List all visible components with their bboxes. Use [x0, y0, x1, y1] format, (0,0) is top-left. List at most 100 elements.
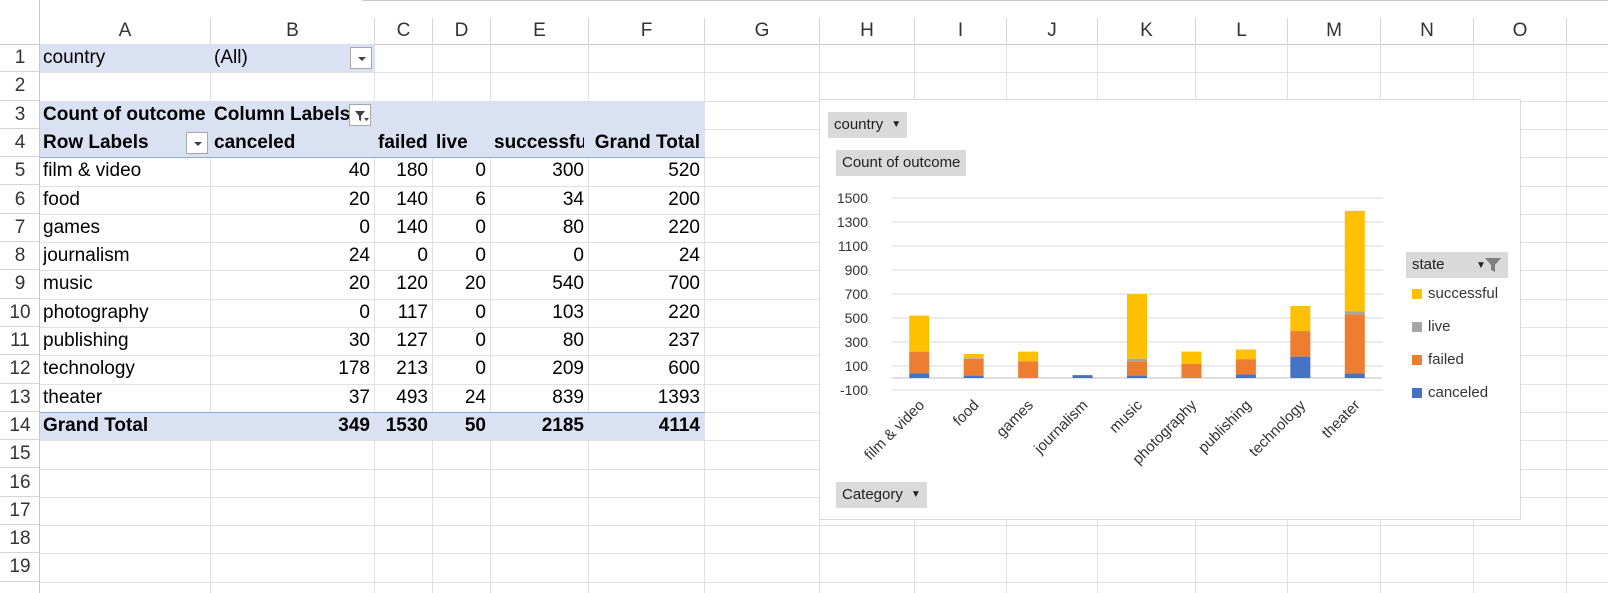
column-header-c[interactable]: C — [375, 18, 433, 44]
value-cell[interactable]: 0 — [359, 301, 370, 323]
value-cell[interactable]: 24 — [464, 386, 486, 408]
column-header-i[interactable]: I — [915, 18, 1007, 44]
grand-total-value[interactable]: 4114 — [658, 414, 700, 436]
row-label[interactable]: publishing — [43, 330, 129, 351]
value-cell[interactable]: 493 — [396, 386, 428, 408]
value-cell[interactable]: 0 — [475, 245, 486, 267]
value-cell[interactable]: 80 — [562, 216, 584, 238]
row-label[interactable]: food — [43, 188, 80, 210]
column-header-o[interactable]: O — [1474, 18, 1567, 44]
row-label[interactable]: journalism — [43, 245, 130, 267]
column-header-live[interactable]: live — [436, 131, 468, 153]
value-cell[interactable]: 117 — [397, 301, 428, 323]
column-header-b[interactable]: B — [211, 18, 375, 44]
row-header-1[interactable]: 1 — [0, 44, 40, 73]
country-filter-button[interactable]: country ▼ — [828, 112, 908, 138]
row-header-7[interactable]: 7 — [0, 214, 40, 243]
column-labels-filter-dropdown[interactable] — [349, 103, 371, 126]
select-all-corner[interactable] — [0, 0, 40, 44]
row-header-4[interactable]: 4 — [0, 129, 40, 158]
column-header-k[interactable]: K — [1098, 18, 1196, 44]
column-header-l[interactable]: L — [1196, 18, 1288, 44]
grand-total-value[interactable]: 349 — [338, 414, 370, 436]
column-header-d[interactable]: D — [433, 18, 491, 44]
value-cell[interactable]: 209 — [552, 358, 584, 380]
row-header-11[interactable]: 11 — [0, 327, 40, 356]
grand-total-label[interactable]: Grand Total — [43, 414, 149, 436]
value-cell[interactable]: 520 — [668, 160, 700, 182]
row-label[interactable]: technology — [43, 358, 135, 380]
value-cell[interactable]: 839 — [552, 386, 584, 408]
column-header-grand-total[interactable]: Grand Total — [594, 131, 700, 153]
value-cell[interactable]: 0 — [475, 358, 486, 380]
value-cell[interactable]: 0 — [573, 245, 584, 267]
column-header-h[interactable]: H — [820, 18, 915, 44]
row-header-14[interactable]: 14 — [0, 412, 40, 441]
value-cell[interactable]: 0 — [359, 216, 370, 238]
measure-button[interactable]: Count of outcome — [836, 150, 967, 176]
value-cell[interactable]: 220 — [668, 301, 700, 323]
row-header-5[interactable]: 5 — [0, 157, 40, 186]
value-cell[interactable]: 24 — [348, 245, 370, 267]
row-label[interactable]: games — [43, 216, 101, 238]
value-cell[interactable]: 30 — [348, 330, 370, 351]
row-header-3[interactable]: 3 — [0, 101, 40, 129]
value-cell[interactable]: 0 — [475, 330, 486, 351]
row-header-12[interactable]: 12 — [0, 355, 40, 384]
value-cell[interactable]: 180 — [396, 160, 428, 182]
grand-total-value[interactable]: 1530 — [385, 414, 428, 436]
row-header-16[interactable]: 16 — [0, 469, 40, 497]
value-cell[interactable]: 140 — [396, 188, 428, 210]
pivot-chart[interactable]: country ▼ Count of outcome -100 100 300 500 7… — [819, 99, 1521, 520]
value-cell[interactable]: 700 — [668, 273, 700, 295]
row-header-8[interactable]: 8 — [0, 242, 40, 271]
value-cell[interactable]: 178 — [338, 358, 370, 380]
value-cell[interactable]: 300 — [552, 160, 584, 182]
value-cell[interactable]: 34 — [562, 188, 584, 210]
row-header-17[interactable]: 17 — [0, 497, 40, 526]
row-labels-cell[interactable]: Row Labels — [43, 131, 149, 153]
row-label[interactable]: theater — [43, 386, 103, 408]
category-filter-button[interactable]: Category ▼ — [836, 482, 927, 508]
value-cell[interactable]: 0 — [417, 245, 428, 267]
value-cell[interactable]: 120 — [396, 273, 428, 295]
value-cell[interactable]: 24 — [678, 245, 700, 267]
column-header-a[interactable]: A — [40, 18, 211, 44]
grand-total-value[interactable]: 2185 — [541, 414, 584, 436]
value-cell[interactable]: 213 — [396, 358, 428, 380]
column-header-failed[interactable]: failed — [378, 131, 428, 153]
value-cell[interactable]: 140 — [396, 216, 428, 238]
value-cell[interactable]: 20 — [348, 188, 370, 210]
column-header-e[interactable]: E — [491, 18, 589, 44]
column-header-successful[interactable]: successful — [494, 131, 584, 153]
value-cell[interactable]: 20 — [464, 273, 486, 295]
column-header-canceled[interactable]: canceled — [214, 131, 296, 153]
row-label[interactable]: photography — [43, 301, 149, 323]
value-cell[interactable]: 37 — [348, 386, 370, 408]
value-cell[interactable]: 20 — [348, 273, 370, 295]
grand-total-value[interactable]: 50 — [464, 414, 486, 436]
value-cell[interactable]: 127 — [396, 330, 428, 351]
column-labels-cell[interactable]: Column Labels — [214, 103, 351, 125]
row-header-18[interactable]: 18 — [0, 525, 40, 554]
value-cell[interactable]: 103 — [552, 301, 584, 323]
row-header-10[interactable]: 10 — [0, 299, 40, 327]
value-cell[interactable]: 0 — [475, 160, 486, 182]
value-cell[interactable]: 1393 — [657, 386, 700, 408]
row-labels-dropdown[interactable] — [186, 131, 208, 154]
value-cell[interactable]: 200 — [668, 188, 700, 210]
country-filter-dropdown[interactable] — [350, 47, 372, 69]
row-header-2[interactable]: 2 — [0, 72, 40, 101]
row-header-15[interactable]: 15 — [0, 440, 40, 469]
column-header-m[interactable]: M — [1288, 18, 1381, 44]
row-label[interactable]: music — [43, 273, 93, 295]
value-cell[interactable]: 600 — [668, 358, 700, 380]
row-header-6[interactable]: 6 — [0, 186, 40, 214]
column-header-f[interactable]: F — [589, 18, 705, 44]
state-legend-filter-button[interactable]: state ▼ — [1406, 252, 1508, 278]
filter-field-label[interactable]: country — [43, 47, 106, 68]
value-cell[interactable]: 0 — [475, 216, 486, 238]
value-cell[interactable]: 237 — [668, 330, 700, 351]
value-cell[interactable]: 80 — [562, 330, 584, 351]
value-cell[interactable]: 40 — [348, 160, 370, 182]
